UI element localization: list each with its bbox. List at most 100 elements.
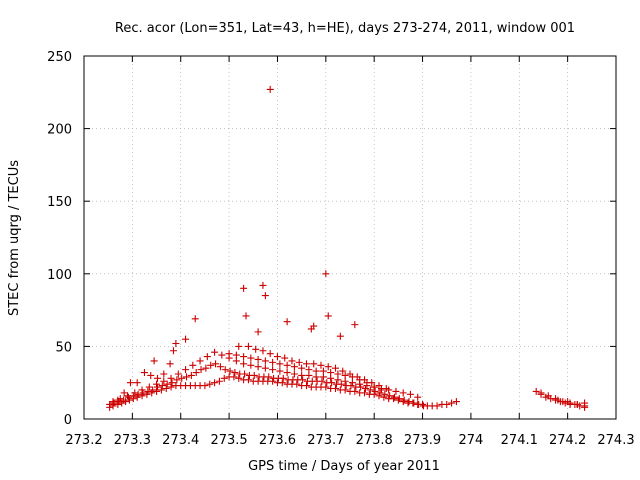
data-point [353, 373, 361, 381]
data-point [290, 370, 298, 378]
data-point [390, 393, 398, 401]
data-point [154, 374, 162, 382]
data-point [299, 376, 307, 384]
data-point [154, 383, 162, 391]
data-point [310, 322, 318, 330]
data-point [448, 399, 456, 407]
data-point [532, 387, 540, 395]
data-point [201, 382, 209, 390]
data-point [240, 360, 248, 368]
data-point [375, 382, 383, 390]
data-point [259, 281, 267, 289]
data-point [328, 379, 336, 387]
data-point [182, 335, 190, 343]
data-point [312, 367, 320, 375]
data-point [191, 315, 199, 323]
data-point [283, 369, 291, 377]
data-point [166, 360, 174, 368]
data-point [149, 386, 157, 394]
data-point [281, 354, 289, 362]
y-tick-label: 100 [47, 268, 72, 283]
data-point [414, 393, 422, 401]
data-point [276, 360, 284, 368]
data-point [361, 389, 369, 397]
plot-frame [83, 55, 617, 420]
y-axis-label: STEC from uqrg / TECUs [7, 160, 22, 316]
data-point [216, 363, 224, 371]
x-tick-label: 274 [458, 433, 483, 448]
data-point [168, 379, 176, 387]
data-point [220, 374, 228, 382]
data-point [261, 292, 269, 300]
x-tick-label: 273.5 [210, 433, 247, 448]
data-point [386, 392, 394, 400]
data-point [324, 363, 332, 371]
data-point [544, 392, 552, 400]
data-point [226, 367, 234, 375]
data-point [334, 370, 342, 378]
data-point [183, 373, 191, 381]
data-point [331, 364, 339, 372]
data-point [225, 350, 233, 358]
data-point [252, 345, 260, 353]
data-point [319, 367, 327, 375]
x-tick-label: 274.3 [597, 433, 634, 448]
data-point [331, 385, 339, 393]
data-point [573, 400, 581, 408]
data-point [339, 367, 347, 375]
data-point [250, 371, 258, 379]
data-point [279, 374, 287, 382]
data-point [150, 357, 158, 365]
data-point [169, 347, 177, 355]
data-point [148, 389, 156, 397]
data-point [163, 380, 171, 388]
data-point [395, 395, 403, 403]
data-point [273, 353, 281, 361]
data-point [173, 376, 181, 384]
data-point [206, 380, 214, 388]
data-point [106, 400, 114, 408]
data-point [114, 396, 122, 404]
x-tick-label: 274.1 [501, 433, 538, 448]
data-point [406, 390, 414, 398]
data-point [207, 361, 215, 369]
data-point [295, 358, 303, 366]
x-tick-label: 273.6 [259, 433, 296, 448]
data-point [211, 348, 219, 356]
data-point [157, 386, 165, 394]
data-point [182, 366, 190, 374]
data-point [160, 370, 168, 378]
y-tick-label: 250 [47, 50, 72, 65]
data-point [276, 367, 284, 375]
x-tick-label: 273.9 [404, 433, 441, 448]
data-point [261, 357, 269, 365]
data-point [443, 400, 451, 408]
data-point [400, 396, 408, 404]
data-point [174, 370, 182, 378]
data-point [357, 383, 365, 391]
data-point [265, 373, 273, 381]
data-point [167, 383, 175, 391]
data-point [269, 377, 277, 385]
data-point [310, 360, 318, 368]
data-point [537, 389, 545, 397]
data-point [235, 342, 243, 350]
data-point [120, 389, 128, 397]
data-point [196, 357, 204, 365]
data-point [153, 387, 161, 395]
data-point [240, 284, 248, 292]
y-tick-label: 150 [47, 195, 72, 210]
data-point [370, 390, 378, 398]
y-tick-label: 0 [64, 413, 72, 428]
data-point [221, 366, 229, 374]
data-point [318, 377, 326, 385]
data-point [211, 379, 219, 387]
data-point [202, 364, 210, 372]
data-point [554, 396, 562, 404]
data-point [283, 361, 291, 369]
data-point [564, 398, 572, 406]
data-point [269, 358, 277, 366]
x-tick-labels: 273.2 273.3 273.4 273.5 273.6 273.7 273.8 273.9… [65, 433, 634, 448]
data-point [232, 351, 240, 359]
